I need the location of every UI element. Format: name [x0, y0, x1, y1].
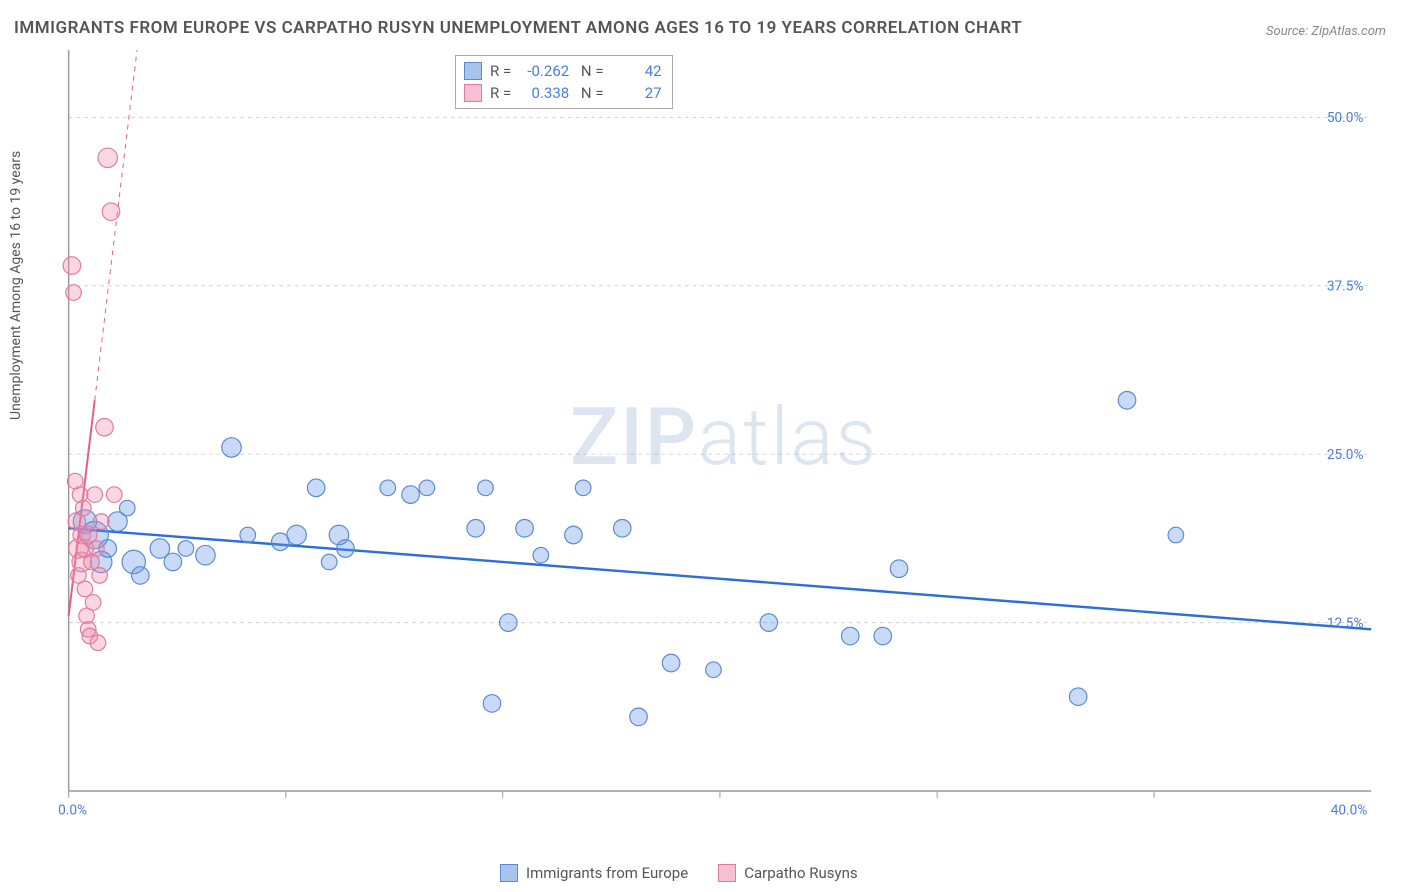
watermark: ZIPatlas — [570, 390, 878, 484]
stats-r-1: 0.338 — [519, 82, 569, 104]
stats-swatch-0 — [464, 62, 482, 80]
y-axis-label: Unemployment Among Ages 16 to 19 years — [8, 151, 24, 420]
stats-n-label: N = — [577, 60, 603, 82]
stats-row-1: R = 0.338 N = 27 — [464, 82, 662, 104]
svg-text:40.0%: 40.0% — [1331, 802, 1368, 818]
watermark-bold: ZIP — [570, 390, 698, 484]
chart-title: IMMIGRANTS FROM EUROPE VS CARPATHO RUSYN… — [14, 18, 1022, 38]
legend-item-0: Immigrants from Europe — [500, 864, 688, 882]
stats-swatch-1 — [464, 84, 482, 102]
legend-swatch-0 — [500, 864, 518, 882]
source-label: Source: ZipAtlas.com — [1266, 24, 1386, 39]
stats-box: R = -0.262 N = 42 R = 0.338 N = 27 — [455, 55, 673, 109]
legend-swatch-1 — [718, 864, 736, 882]
stats-n-1: 27 — [612, 82, 662, 104]
stats-r-label: R = — [490, 60, 511, 82]
legend-item-1: Carpatho Rusyns — [718, 864, 857, 882]
stats-n-0: 42 — [612, 60, 662, 82]
legend: Immigrants from Europe Carpatho Rusyns — [500, 864, 858, 882]
grid-lines — [69, 117, 1372, 622]
svg-text:37.5%: 37.5% — [1327, 279, 1364, 295]
legend-label-0: Immigrants from Europe — [526, 864, 688, 882]
y-tick-labels: 12.5% 25.0% 37.5% 50.0% — [1327, 110, 1364, 631]
svg-text:25.0%: 25.0% — [1327, 447, 1364, 463]
svg-text:0.0%: 0.0% — [58, 802, 87, 818]
x-tick-labels: 0.0% 40.0% — [58, 802, 1367, 818]
stats-n-label: N = — [577, 82, 603, 104]
watermark-light: atlas — [698, 390, 878, 484]
svg-text:12.5%: 12.5% — [1327, 615, 1364, 631]
stats-r-label: R = — [490, 82, 511, 104]
stats-row-0: R = -0.262 N = 42 — [464, 60, 662, 82]
legend-label-1: Carpatho Rusyns — [744, 864, 857, 882]
stats-r-0: -0.262 — [519, 60, 569, 82]
svg-text:50.0%: 50.0% — [1327, 110, 1364, 126]
